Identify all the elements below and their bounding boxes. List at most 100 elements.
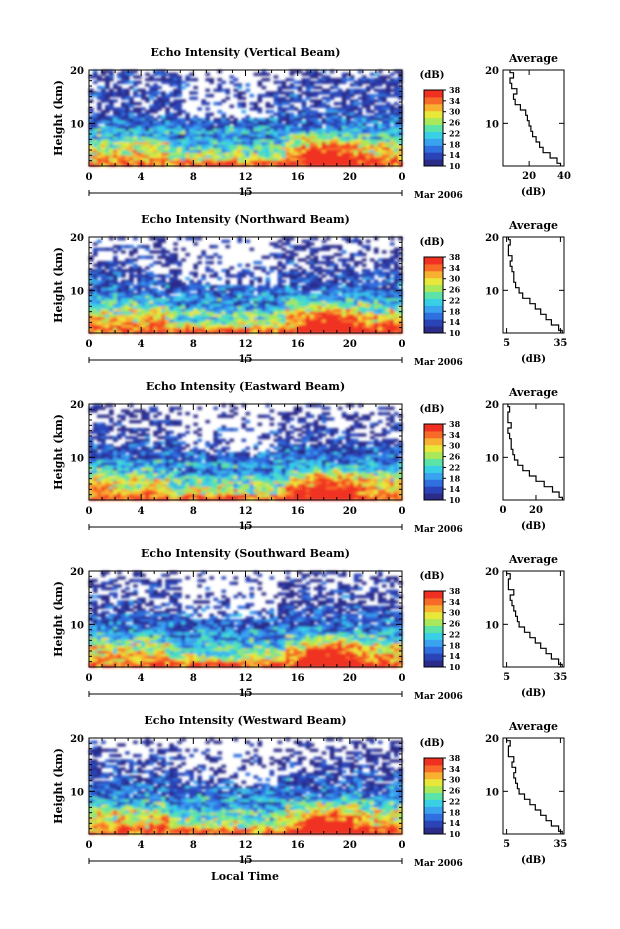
heatmap-cell bbox=[329, 150, 335, 154]
heatmap-cell bbox=[101, 494, 106, 498]
heatmap-cell bbox=[337, 160, 343, 164]
heatmap-cell bbox=[261, 139, 267, 143]
heatmap-cell bbox=[129, 279, 134, 283]
heatmap-cell bbox=[301, 160, 307, 164]
heatmap-cell bbox=[249, 314, 255, 318]
heatmap-cell bbox=[185, 139, 190, 143]
heatmap-cell bbox=[153, 497, 158, 501]
heatmap-cell bbox=[157, 476, 162, 480]
heatmap-cell bbox=[353, 325, 359, 329]
heatmap-cell bbox=[273, 325, 279, 329]
heatmap-cell bbox=[193, 282, 198, 286]
colorbar-tick-label: 22 bbox=[449, 128, 460, 138]
heatmap-cell bbox=[233, 144, 239, 148]
heatmap-cell bbox=[109, 436, 114, 440]
heatmap-cell bbox=[205, 282, 210, 286]
colorbar-swatch bbox=[424, 284, 443, 293]
heatmap-cell bbox=[381, 293, 387, 297]
heatmap-cell bbox=[113, 322, 118, 326]
heatmap-cell bbox=[109, 404, 114, 408]
heatmap-cell bbox=[121, 128, 126, 132]
heatmap-cell bbox=[133, 473, 138, 477]
heatmap-cell bbox=[169, 406, 174, 410]
heatmap-cell bbox=[161, 330, 166, 334]
heatmap-cell bbox=[181, 150, 186, 154]
heatmap-cell bbox=[345, 237, 351, 241]
heatmap-cell bbox=[305, 239, 311, 243]
heatmap-cell bbox=[89, 478, 94, 482]
heatmap-cell bbox=[125, 492, 130, 496]
heatmap-cell bbox=[145, 436, 150, 440]
heatmap-cell bbox=[217, 303, 223, 307]
profile-title: Average bbox=[508, 52, 558, 65]
heatmap-cell bbox=[257, 128, 263, 132]
heatmap-cell bbox=[181, 314, 186, 318]
heatmap-cell bbox=[305, 112, 311, 116]
heatmap-cell bbox=[145, 494, 150, 498]
heatmap-cell bbox=[97, 497, 102, 501]
heatmap-cell bbox=[97, 319, 102, 323]
heatmap-cell bbox=[121, 476, 126, 480]
heatmap-cell bbox=[129, 317, 134, 321]
heatmap-cell bbox=[197, 142, 202, 146]
heatmap-cell bbox=[293, 99, 299, 103]
heatmap-cell bbox=[125, 473, 130, 477]
heatmap-cell bbox=[305, 327, 311, 331]
heatmap-cell bbox=[333, 152, 339, 156]
heatmap-cell bbox=[117, 266, 122, 270]
heatmap-cell bbox=[137, 457, 142, 461]
heatmap-cell bbox=[209, 112, 214, 116]
heatmap-cell bbox=[149, 446, 154, 450]
heatmap-cell bbox=[133, 497, 138, 501]
heatmap-cell bbox=[321, 147, 327, 151]
heatmap-cell bbox=[277, 309, 283, 313]
heatmap-cell bbox=[173, 152, 178, 156]
heatmap-cell bbox=[229, 134, 235, 138]
heatmap-cell bbox=[297, 120, 303, 124]
heatmap-cell bbox=[305, 86, 311, 90]
heatmap-cell bbox=[269, 152, 275, 156]
heatmap-cell bbox=[257, 330, 263, 334]
heatmap-cell bbox=[221, 80, 227, 84]
heatmap-cell bbox=[233, 163, 239, 167]
heatmap-cell bbox=[289, 319, 295, 323]
heatmap-cell bbox=[277, 271, 283, 275]
heatmap-cell bbox=[113, 494, 118, 498]
heatmap-cell bbox=[137, 409, 142, 413]
heatmap-cell bbox=[317, 147, 323, 151]
heatmap-cell bbox=[241, 126, 247, 130]
heatmap-cell bbox=[257, 160, 263, 164]
heatmap-cell bbox=[185, 144, 190, 148]
heatmap-cell bbox=[121, 290, 126, 294]
heatmap-cell bbox=[345, 282, 351, 286]
heatmap-cell bbox=[309, 319, 315, 323]
heatmap-cell bbox=[93, 476, 98, 480]
heatmap-cell bbox=[333, 136, 339, 140]
heatmap-cell bbox=[153, 422, 158, 426]
heatmap-cell bbox=[329, 325, 335, 329]
heatmap-cell bbox=[329, 309, 335, 313]
heatmap-cell bbox=[89, 409, 94, 413]
heatmap-cell bbox=[161, 486, 166, 490]
heatmap-cell bbox=[253, 107, 259, 111]
heatmap-cell bbox=[141, 136, 146, 140]
heatmap-cell bbox=[377, 325, 383, 329]
heatmap-cell bbox=[109, 322, 114, 326]
heatmap-cell bbox=[229, 285, 235, 289]
heatmap-cell bbox=[137, 449, 142, 453]
heatmap-cell bbox=[309, 72, 315, 76]
heatmap-cell bbox=[97, 428, 102, 432]
heatmap-cell bbox=[149, 473, 154, 477]
heatmap-cell bbox=[161, 142, 166, 146]
heatmap-cell bbox=[113, 261, 118, 265]
heatmap-cell bbox=[365, 325, 371, 329]
colorbar-swatch bbox=[424, 270, 443, 279]
heatmap-cell bbox=[277, 295, 283, 299]
heatmap-cell bbox=[361, 295, 367, 299]
heatmap-cell bbox=[153, 409, 158, 413]
heatmap-cell bbox=[365, 86, 371, 90]
heatmap-cell bbox=[369, 134, 375, 138]
heatmap-cell bbox=[397, 115, 403, 119]
heatmap-cell bbox=[313, 91, 319, 95]
heatmap-cell bbox=[89, 152, 94, 156]
